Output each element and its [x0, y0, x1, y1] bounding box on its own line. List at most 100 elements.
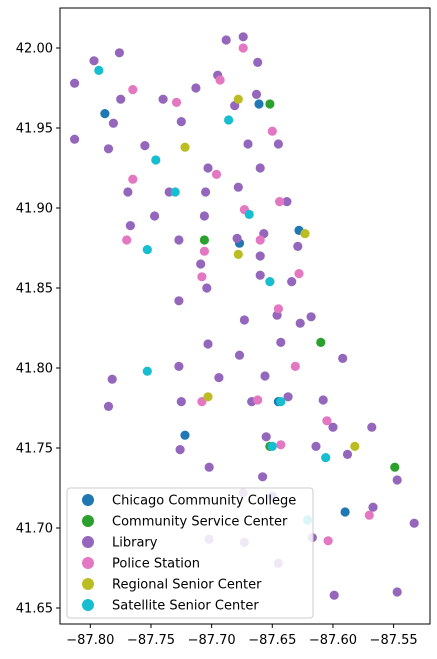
point-library [176, 397, 186, 407]
point-library [392, 475, 402, 485]
point-police-station [255, 235, 265, 245]
point-library [255, 270, 265, 280]
point-police-station [290, 361, 300, 371]
legend-label: Library [112, 536, 158, 551]
point-library [233, 182, 243, 192]
point-community-service-center [316, 337, 326, 347]
y-tick-label: 41.70 [16, 522, 53, 537]
point-library [255, 163, 265, 173]
point-library [328, 422, 338, 432]
point-library [123, 187, 133, 197]
point-library [318, 395, 328, 405]
y-tick-label: 41.75 [16, 442, 53, 457]
plot-frame [59, 7, 431, 625]
legend-marker [82, 515, 94, 527]
point-satellite-senior-center [142, 366, 152, 376]
point-library [282, 197, 292, 207]
point-library [338, 353, 348, 363]
legend-label: Satellite Senior Center [112, 599, 259, 614]
point-police-station [215, 75, 225, 85]
point-library [232, 233, 242, 243]
legend-marker [82, 494, 94, 506]
point-police-station [322, 416, 332, 426]
point-library [234, 350, 245, 360]
point-library [204, 462, 214, 472]
point-library [276, 337, 286, 347]
point-police-station [122, 235, 132, 245]
point-satellite-senior-center [224, 115, 234, 125]
point-regional-senior-center [203, 392, 213, 402]
point-satellite-senior-center [151, 155, 161, 165]
y-tick-label: 41.90 [16, 202, 53, 217]
point-library [191, 83, 201, 93]
point-satellite-senior-center [170, 187, 180, 197]
point-police-station [238, 43, 248, 53]
point-library [70, 78, 80, 88]
point-police-station [323, 536, 333, 546]
point-regional-senior-center [180, 142, 190, 152]
point-library [221, 35, 231, 45]
legend-label: Community Service Center [112, 515, 288, 530]
point-library [255, 251, 265, 261]
point-satellite-senior-center [94, 65, 104, 75]
point-library [243, 139, 253, 149]
point-library [196, 259, 206, 269]
point-library [239, 315, 249, 325]
legend-marker [82, 557, 94, 569]
point-library [342, 449, 353, 459]
point-library [174, 361, 184, 371]
point-library [199, 211, 209, 221]
y-axis: 41.65 41.70 41.75 41.80 41.85 41.90 41.95 42.00 [16, 42, 60, 617]
point-library [251, 89, 262, 99]
legend-label: Police Station [112, 557, 200, 572]
point-library [70, 134, 80, 144]
point-regional-senior-center [233, 249, 243, 259]
point-police-station [276, 440, 286, 450]
point-library [103, 144, 114, 154]
point-library [174, 235, 184, 245]
point-satellite-senior-center [244, 209, 254, 219]
point-community-service-center [390, 462, 400, 472]
x-tick-label: −87.75 [127, 633, 175, 648]
point-library [114, 48, 124, 58]
point-library [367, 422, 377, 432]
x-tick-label: −87.65 [248, 633, 296, 648]
point-library [202, 283, 212, 293]
point-library [158, 94, 168, 104]
point-library [89, 56, 99, 66]
point-regional-senior-center [300, 229, 310, 239]
point-library [201, 187, 211, 197]
legend-label: Regional Senior Center [112, 578, 262, 593]
legend-marker [82, 536, 94, 548]
y-tick-label: 41.65 [16, 602, 53, 617]
legend-label: Chicago Community College [112, 494, 296, 509]
point-library [238, 32, 248, 42]
point-library [214, 373, 224, 383]
legend-box [66, 487, 314, 619]
point-library [108, 118, 118, 128]
x-tick-label: −87.55 [370, 633, 418, 648]
point-library [261, 432, 271, 442]
point-library [295, 318, 305, 328]
point-library [329, 590, 339, 600]
point-chicago-community-college [100, 109, 110, 119]
legend-marker [82, 578, 94, 590]
point-library [203, 163, 213, 173]
point-library [287, 277, 297, 287]
point-police-station [253, 395, 263, 405]
point-library [174, 296, 184, 306]
point-library [175, 445, 185, 455]
point-library [409, 518, 419, 528]
x-tick-label: −87.70 [188, 633, 236, 648]
point-regional-senior-center [233, 94, 243, 104]
point-chicago-community-college [254, 99, 264, 109]
data-points [70, 32, 419, 600]
point-library [368, 502, 378, 512]
point-police-station [199, 246, 209, 256]
point-library [392, 587, 402, 597]
point-chicago-community-college [340, 507, 350, 517]
point-library [203, 339, 213, 349]
y-tick-label: 42.00 [16, 42, 53, 57]
point-library [116, 94, 126, 104]
